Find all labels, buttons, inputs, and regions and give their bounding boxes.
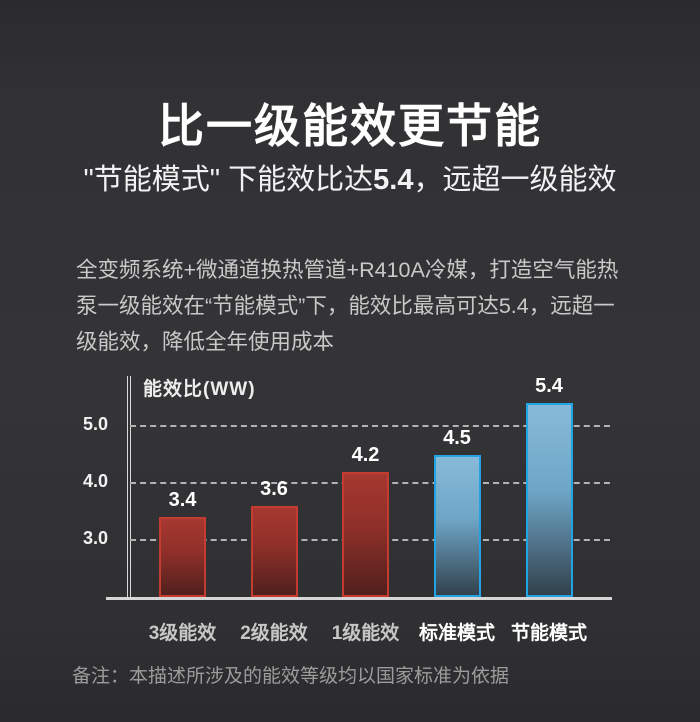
- y-tick-label-3.0: 3.0: [82, 528, 108, 548]
- intro-paragraph: 全变频系统+微通道换热管道+R410A冷媒，打造空气能热 泵一级能效在“节能模式…: [76, 252, 656, 360]
- subtitle-highlight-value: 5.4: [373, 164, 414, 196]
- bar-3级能效: [159, 517, 206, 597]
- x-category-label: 节能模式: [510, 623, 587, 644]
- y-axis-title: 能效比(WW): [143, 379, 256, 400]
- gridline-5.0: [130, 425, 610, 427]
- bar-value-label: 4.2: [351, 443, 380, 466]
- bar-2级能效: [250, 505, 298, 597]
- bar-节能模式: [525, 403, 573, 597]
- bar-value-label: 5.4: [535, 375, 563, 398]
- intro-line-3: 级能效，降低全年使用成本: [76, 330, 335, 354]
- bar-value-label: 4.5: [443, 426, 471, 449]
- y-tick-label-4.0: 4.0: [82, 471, 108, 491]
- intro-line-1: 全变频系统+微通道换热管道+R410A冷媒，打造空气能热: [76, 258, 619, 282]
- bar-标准模式: [433, 454, 481, 597]
- energy-efficiency-bar-chart: 能效比(WW) 3.0 4.0 5.0 3.4 3级能效 3.6 2级能效 4.2 1级能效 4.…: [70, 372, 660, 662]
- x-category-label: 标准模式: [418, 623, 495, 644]
- bar-1级能效: [342, 471, 389, 597]
- y-tick-label-5.0: 5.0: [82, 414, 108, 434]
- x-category-label: 2级能效: [240, 623, 308, 644]
- y-axis-line: [127, 376, 131, 597]
- intro-line-2: 泵一级能效在“节能模式”下，能效比最高可达5.4，远超一: [76, 294, 615, 318]
- subtitle-pre: "节能模式" 下能效比达: [83, 164, 374, 196]
- bar-value-label: 3.6: [260, 477, 288, 500]
- bar-value-label: 3.4: [168, 489, 197, 512]
- x-category-label: 1级能效: [331, 623, 400, 644]
- footnote: 备注：本描述所涉及的能效等级均以国家标准为依据: [72, 666, 510, 687]
- x-category-label: 3级能效: [148, 623, 217, 644]
- x-axis-line: [106, 597, 612, 600]
- page-subtitle: "节能模式" 下能效比达5.4，远超一级能效: [0, 156, 700, 198]
- page-title: 比一级能效更节能: [158, 100, 542, 152]
- subtitle-post: ，远超一级能效: [413, 164, 617, 196]
